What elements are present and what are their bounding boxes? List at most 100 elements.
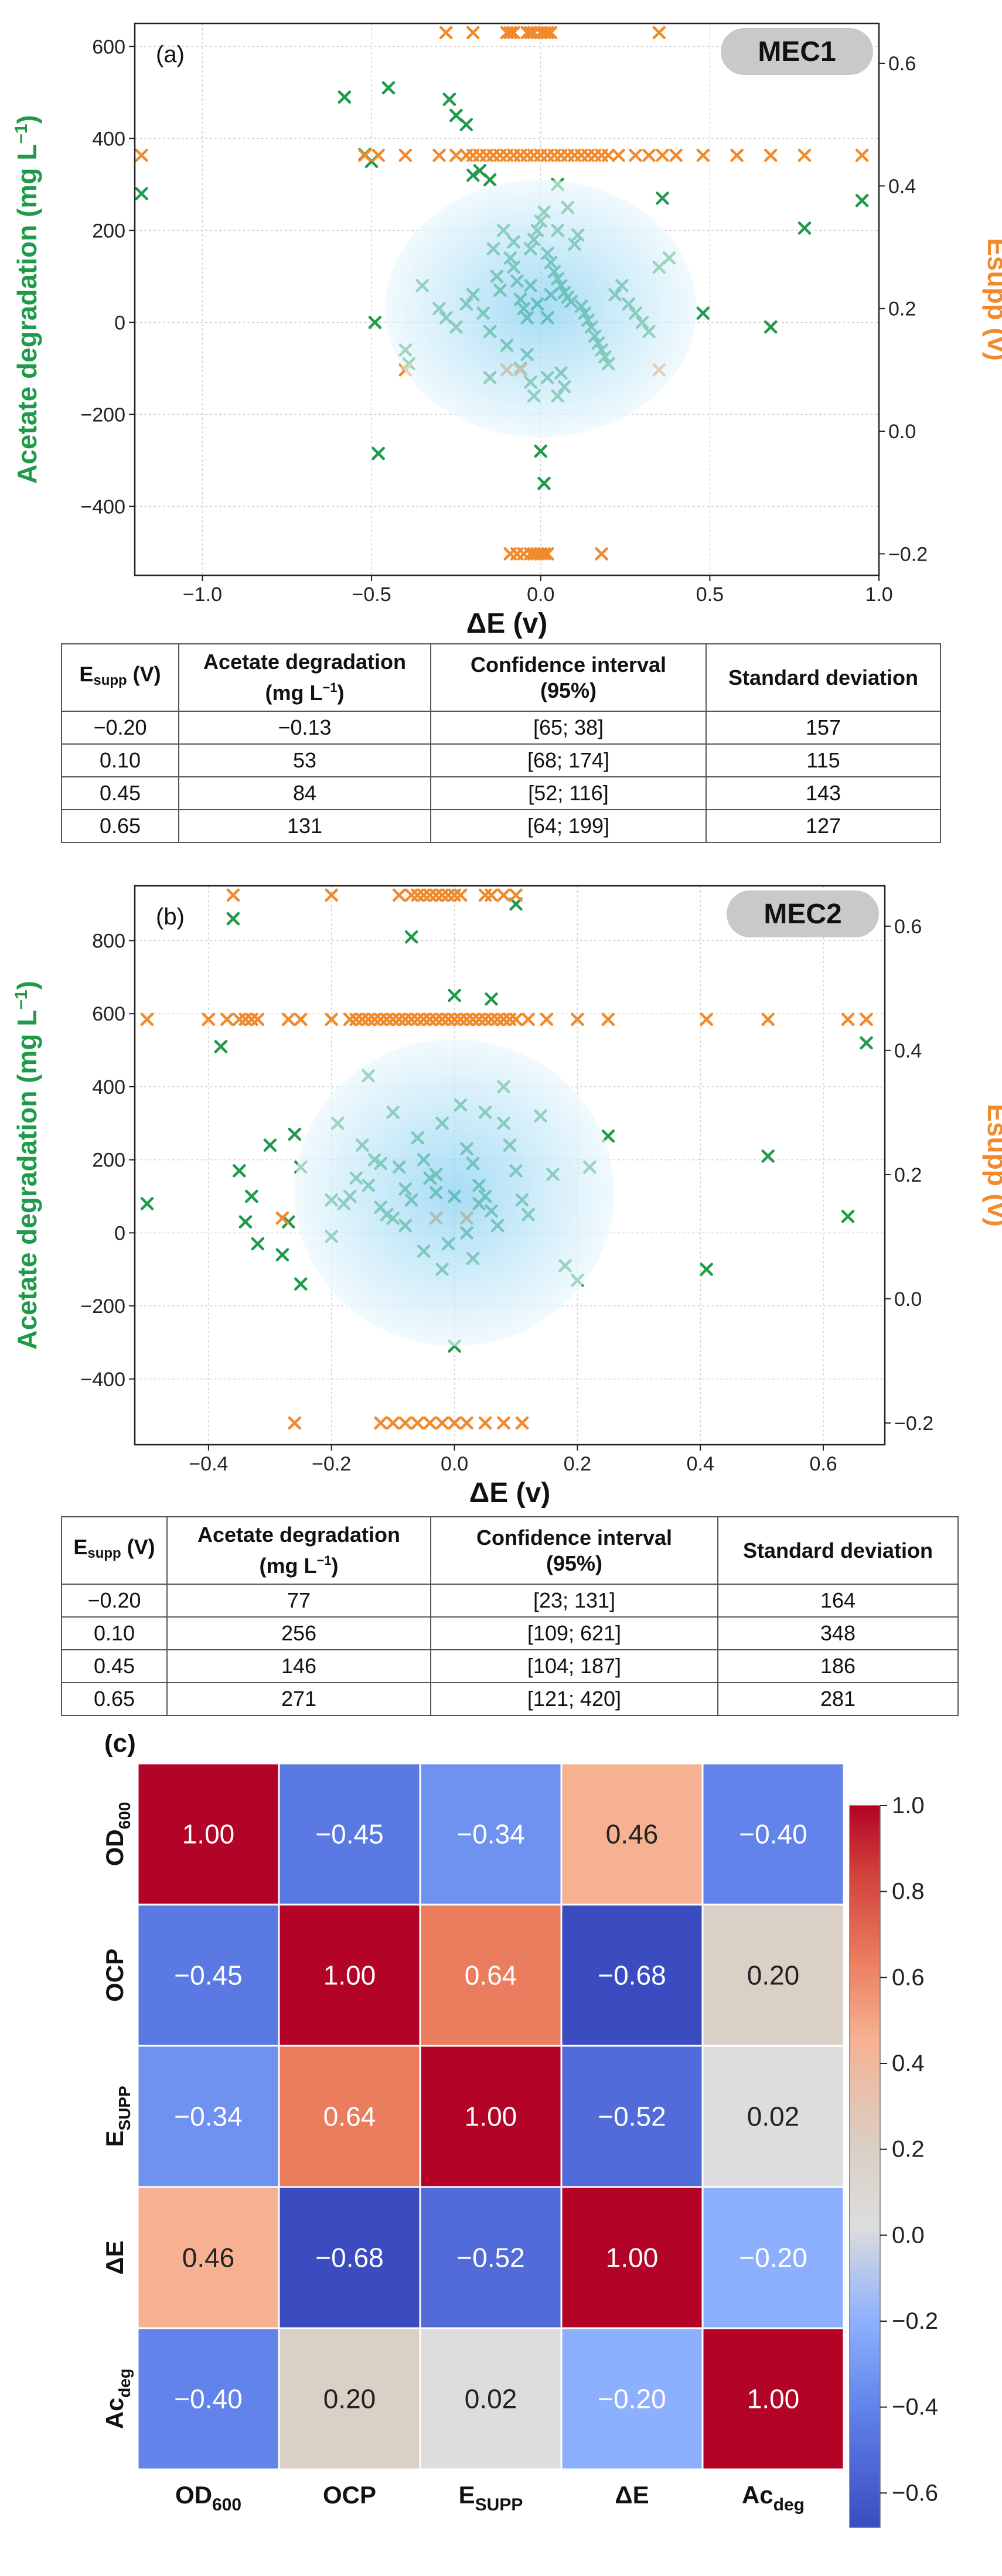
y2-tick-label: −0.2 (894, 1412, 933, 1435)
acetate-point (288, 1127, 302, 1141)
colorbar-segment (850, 1855, 880, 1860)
colorbar-segment (850, 1864, 880, 1869)
colorbar-segment (850, 2482, 880, 2488)
colorbar-segment (850, 1810, 880, 1815)
colorbar-segment (850, 2369, 880, 2374)
esupp-point (325, 1012, 338, 1026)
heatmap-cell (278, 2045, 421, 2188)
cell-value-label: 0.64 (323, 2101, 376, 2132)
esupp-point (601, 1012, 615, 1026)
colorbar-segment (850, 2496, 880, 2501)
esupp-point (202, 1012, 216, 1026)
colorbar-segment (850, 2004, 880, 2009)
acetate-point (449, 108, 463, 122)
colorbar-segment (850, 2080, 880, 2086)
x-tick-label: −0.5 (352, 584, 391, 606)
scatter-chart-mec1: −1.0 −0.5 0.0 0.5 1.0 600 400 200 0 −200 −400 0.6 0.… (12, 22, 1002, 639)
acetate-point (841, 1210, 855, 1223)
cell-value-label: 0.46 (606, 1819, 659, 1850)
colorbar-segment (850, 2157, 880, 2162)
column-label: OCP (323, 2481, 376, 2509)
y2-tick-label: −0.2 (888, 543, 928, 565)
acetate-point (700, 1263, 713, 1276)
row-label: ΔE (101, 2240, 128, 2274)
acetate-point (282, 1215, 295, 1229)
colorbar-segment (850, 2396, 880, 2401)
colorbar-segment (850, 2234, 880, 2239)
cell-ci: [23; 131] (430, 1584, 718, 1618)
cell-value-label: −0.68 (315, 2243, 383, 2273)
colorbar-segment (850, 2239, 880, 2244)
colorbar-segment (850, 2423, 880, 2429)
colorbar-segment (850, 2013, 880, 2018)
colorbar-segment (850, 2360, 880, 2366)
esupp-point (386, 1416, 400, 1430)
acetate-point (459, 118, 473, 131)
cell-acetate: 84 (178, 776, 431, 810)
acetate-point (509, 897, 523, 911)
y-tick-label: −200 (80, 1295, 125, 1318)
colorbar-segment (850, 2257, 880, 2262)
esupp-point (460, 1416, 473, 1430)
table-row: −0.20 77 [23; 131] 164 (61, 1584, 959, 1618)
colorbar-segment (850, 2139, 880, 2145)
acetate-point (797, 221, 812, 235)
colorbar-segment (850, 2148, 880, 2154)
acetate-point (135, 187, 148, 200)
acetate-point (226, 912, 240, 926)
colorbar-segment (850, 2500, 880, 2506)
acetate-point (448, 988, 461, 1002)
cell-value-label: 0.64 (465, 1960, 517, 1991)
colorbar-segment (850, 2130, 880, 2135)
colorbar-segment (850, 2302, 880, 2307)
colorbar-segment (850, 1900, 880, 1905)
cell-esupp: 0.65 (61, 1682, 168, 1716)
heatmap-cell (701, 1762, 845, 1906)
panel-label: (c) (104, 1734, 136, 1758)
esupp-point (398, 1416, 412, 1430)
acetate-point (381, 81, 396, 95)
acetate-point (764, 320, 778, 334)
esupp-point (652, 26, 666, 39)
colorbar-segment (850, 1878, 880, 1883)
colorbar-segment (850, 1913, 880, 1919)
colorbar-segment (850, 1868, 880, 1874)
colorbar-segment (850, 1954, 880, 1960)
cell-value-label: 1.00 (747, 2384, 800, 2414)
acetate-point (656, 192, 669, 205)
x-axis-label: ΔE (v) (469, 1478, 551, 1509)
acetate-point (483, 173, 497, 187)
cell-esupp: 0.10 (61, 743, 179, 777)
colorbar-segment (850, 2212, 880, 2217)
colorbar-segment (850, 2338, 880, 2343)
esupp-point (140, 1012, 154, 1026)
cell-value-label: −0.20 (739, 2243, 807, 2273)
colorbar-segment (850, 2085, 880, 2090)
table-header-row: Esupp (V) Acetate degradation (mg L−1) Co… (61, 643, 941, 712)
cell-value-label: −0.40 (739, 1819, 807, 1850)
cell-sd: 164 (717, 1584, 959, 1618)
colorbar-tick-label: 0.0 (892, 2222, 925, 2248)
esupp-point (251, 1012, 265, 1026)
colorbar-segment (850, 2459, 880, 2465)
header-sd: Standard deviation (717, 1516, 959, 1585)
colorbar-tick-label: 0.6 (892, 1964, 925, 1990)
header-sd: Standard deviation (706, 643, 941, 712)
colorbar-segment (850, 1936, 880, 1942)
esupp-point (497, 888, 510, 902)
colorbar-segment (850, 2107, 880, 2113)
y2-tick-label: 0.4 (888, 175, 916, 197)
esupp-point (541, 547, 554, 561)
heatmap-cell (701, 2327, 845, 2471)
colorbar-segment (850, 1977, 880, 1982)
acetate-point (214, 1040, 228, 1053)
colorbar-segment (850, 2121, 880, 2127)
colorbar-segment (850, 2198, 880, 2203)
esupp-point (485, 888, 498, 902)
table-row: −0.20 −0.13 [65; 38] 157 (61, 711, 941, 745)
esupp-point (226, 888, 240, 902)
colorbar-segment (850, 2017, 880, 2023)
esupp-point (540, 1012, 554, 1026)
colorbar-segment (850, 2252, 880, 2257)
colorbar-segment (850, 2053, 880, 2059)
